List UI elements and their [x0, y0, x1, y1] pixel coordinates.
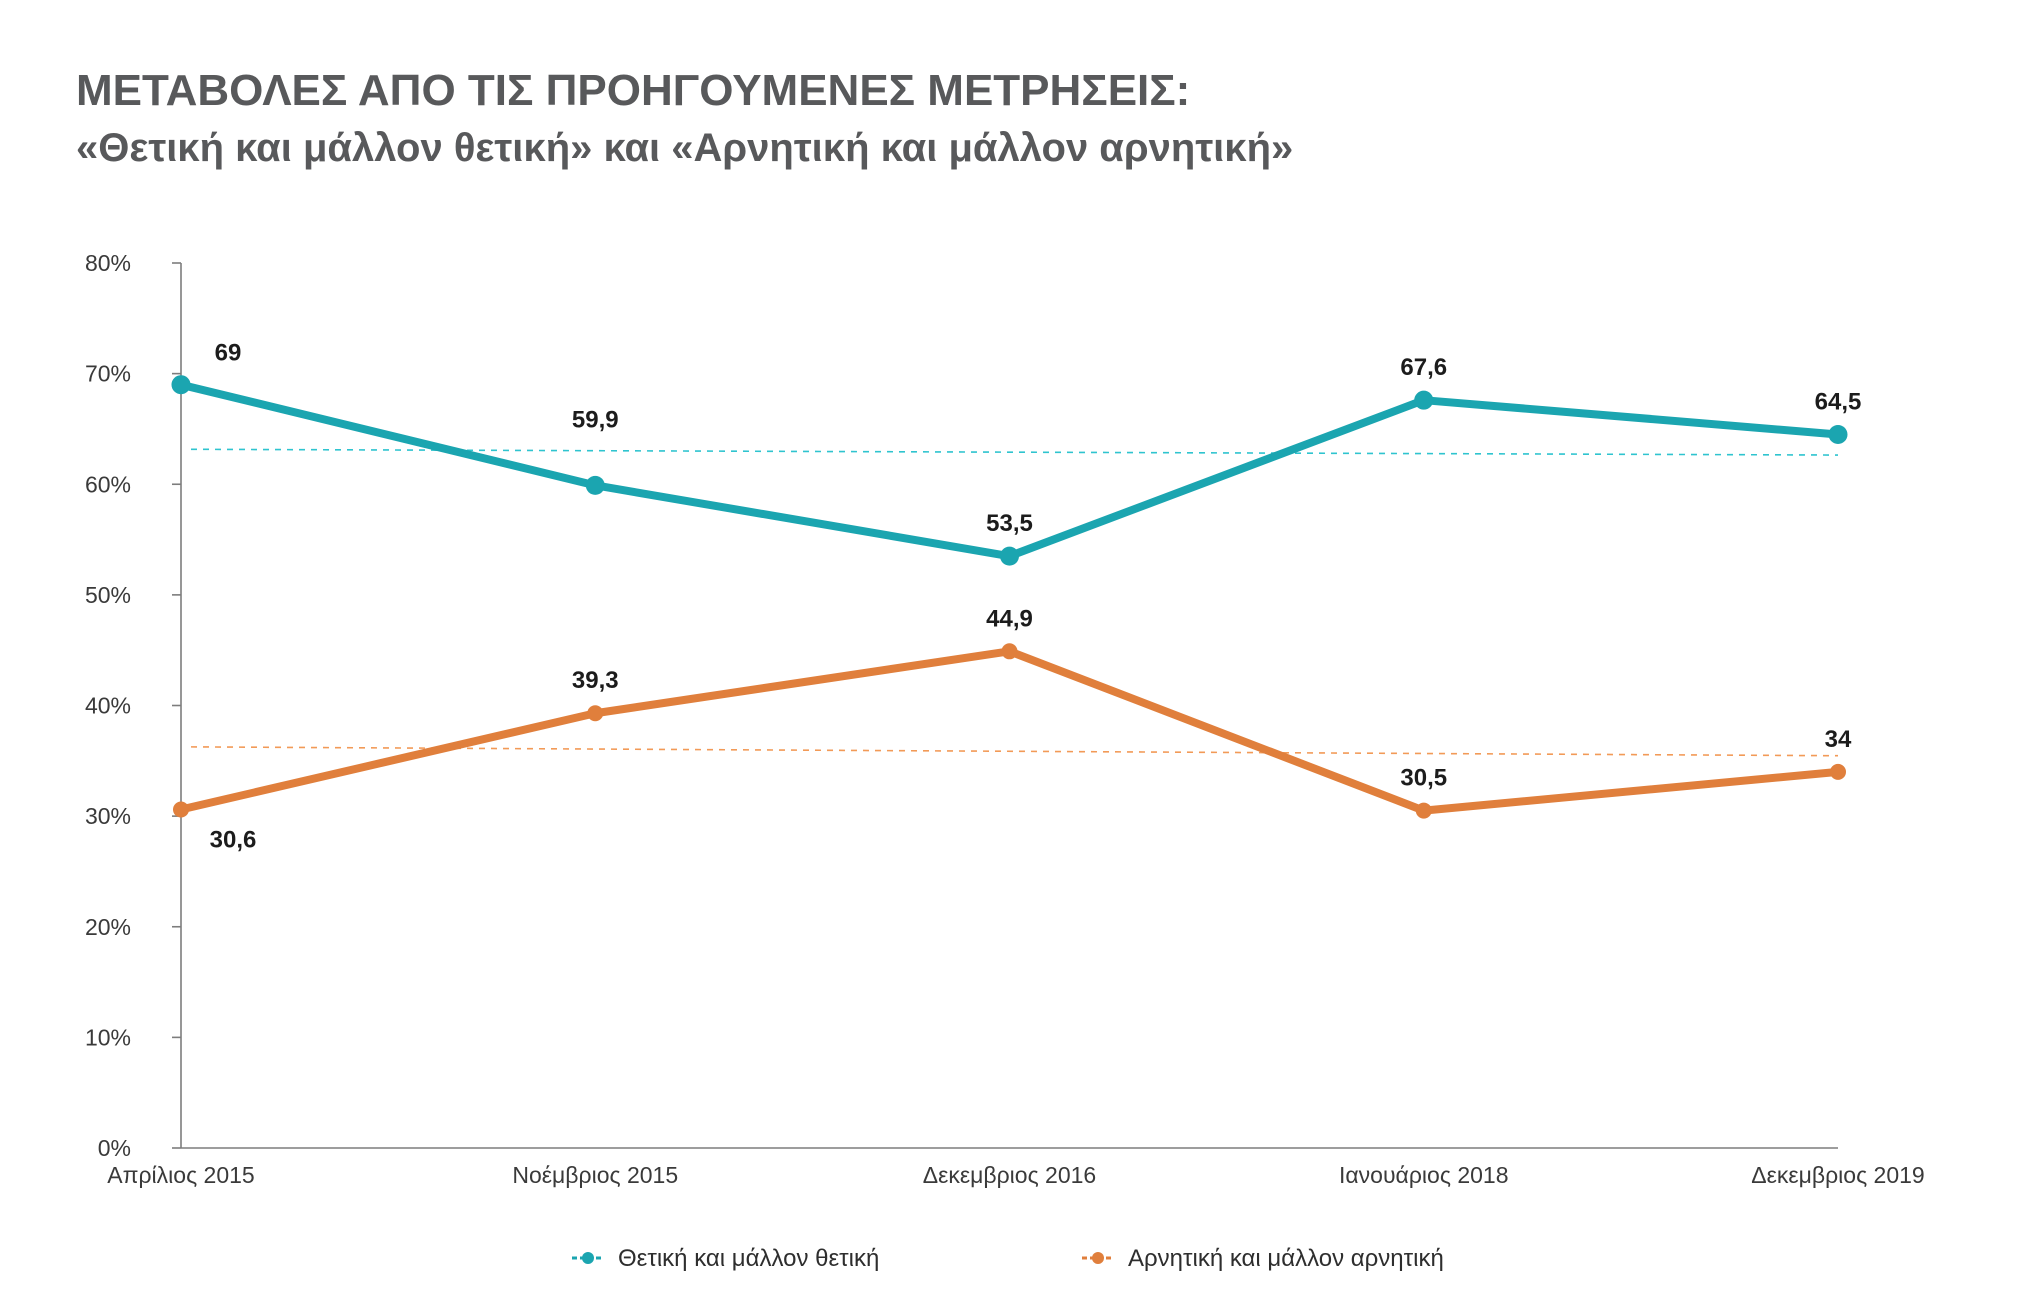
series-0-trendline [190, 448, 1839, 456]
y-tick-label: 20% [85, 914, 131, 940]
series-0-data-label: 69 [215, 340, 242, 367]
y-tick-label: 0% [98, 1135, 131, 1161]
series-0-data-label: 64,5 [1815, 388, 1862, 415]
legend-item: Αρνητική και μάλλον αρνητική [1082, 1245, 1444, 1272]
y-tick-label: 60% [85, 471, 131, 497]
chart-title: ΜΕΤΑΒΟΛΕΣ ΑΠΟ ΤΙΣ ΠΡΟΗΓΟΥΜΕΝΕΣ ΜΕΤΡΗΣΕΙΣ… [76, 66, 1190, 115]
legend-label: Αρνητική και μάλλον αρνητική [1128, 1245, 1444, 1272]
series-1-line [177, 647, 1842, 815]
x-tick-label: Δεκεμβριος 2019 [1751, 1162, 1924, 1188]
series-0-data-label: 53,5 [986, 510, 1033, 537]
x-tick-label: Ιανουάριος 2018 [1339, 1162, 1508, 1188]
x-tick-label: Απρίλιος 2015 [107, 1162, 254, 1188]
series-1-data-label: 30,6 [210, 826, 257, 853]
legend-item: Θετική και μάλλον θετική [572, 1245, 879, 1272]
x-tick-label: Δεκεμβριος 2016 [923, 1162, 1096, 1188]
series-0-point [585, 475, 605, 495]
series-1-point [1001, 643, 1018, 660]
y-tick-label: 10% [85, 1024, 131, 1050]
series-1-data-label: 34 [1825, 726, 1852, 753]
series-1-trendline [190, 746, 1839, 757]
legend-dot-marker [1092, 1252, 1104, 1264]
y-tick-label: 70% [85, 361, 131, 387]
series-0-point [1828, 424, 1848, 444]
series-1-point [587, 705, 604, 722]
x-tick-label: Νοέμβριος 2015 [512, 1162, 678, 1188]
series-1-data-label: 44,9 [986, 605, 1033, 632]
plot-area: 0% 10% 20% 30% 40% 50% 60% 70% 80% Απρίλιος 2015 Ν… [85, 250, 1925, 1188]
series-0-point [171, 375, 191, 395]
series-1-data-label: 30,5 [1400, 765, 1447, 792]
y-tick-label: 50% [85, 582, 131, 608]
series-0-point [1414, 390, 1434, 410]
y-tick-label: 30% [85, 803, 131, 829]
y-tick-label: 40% [85, 693, 131, 719]
legend-dot-marker [582, 1252, 594, 1264]
legend-label: Θετική και μάλλον θετική [618, 1245, 879, 1272]
y-tick-label: 80% [85, 250, 131, 276]
series-1-point [173, 801, 189, 818]
chart-subtitle: «Θετική και μάλλον θετική» και «Αρνητική… [76, 126, 1293, 170]
series-0-point [1000, 546, 1019, 566]
series-1-point [1830, 763, 1846, 780]
series-0-data-label: 67,6 [1400, 354, 1447, 381]
series-1-data-label: 39,3 [572, 667, 619, 694]
series-1-point [1415, 802, 1432, 819]
series-0-data-label: 59,9 [572, 406, 619, 433]
legend: Θετική και μάλλον θετική Αρνητική και μάλ… [572, 1245, 1444, 1272]
